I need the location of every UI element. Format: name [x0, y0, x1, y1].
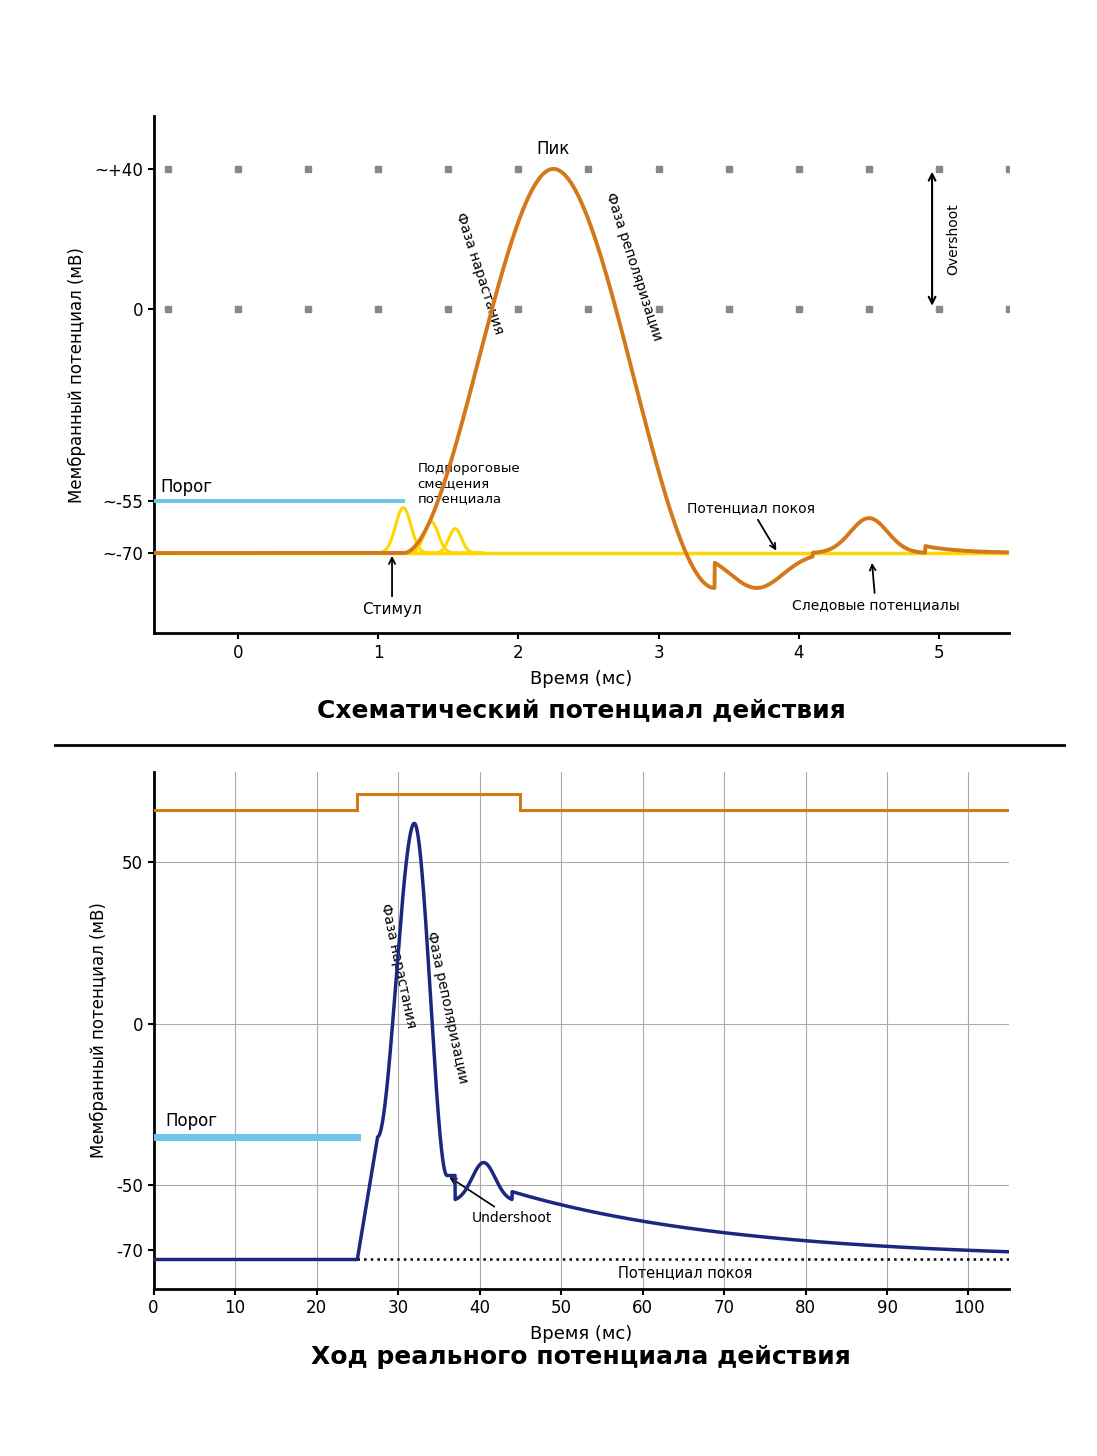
- Text: Потенциал покоя: Потенциал покоя: [687, 501, 815, 549]
- Text: Ход реального потенциала действия: Ход реального потенциала действия: [312, 1345, 851, 1369]
- Text: Фаза нарастания: Фаза нарастания: [453, 211, 506, 336]
- Text: Undershoot: Undershoot: [451, 1178, 552, 1224]
- Text: Фаза реполяризации: Фаза реполяризации: [602, 191, 664, 342]
- Y-axis label: Мембранный потенциал (мВ): Мембранный потенциал (мВ): [68, 248, 86, 502]
- Text: Порог: Порог: [160, 478, 213, 495]
- Text: Подпороговые
смещения
потенциала: Подпороговые смещения потенциала: [417, 462, 520, 505]
- Text: Потенциал покоя: Потенциал покоя: [618, 1265, 753, 1280]
- Text: Overshoot: Overshoot: [946, 202, 960, 275]
- X-axis label: Время (мс): Время (мс): [530, 670, 633, 689]
- Y-axis label: Мембранный потенциал (мВ): Мембранный потенциал (мВ): [90, 903, 108, 1158]
- X-axis label: Время (мс): Время (мс): [530, 1325, 633, 1344]
- Text: Стимул: Стимул: [362, 558, 422, 617]
- Text: Следовые потенциалы: Следовые потенциалы: [792, 565, 960, 613]
- Text: Фаза реполяризации: Фаза реполяризации: [423, 930, 470, 1085]
- Text: Фаза нарастания: Фаза нарастания: [378, 901, 418, 1029]
- Text: Порог: Порог: [166, 1111, 218, 1130]
- Text: Схематический потенциал действия: Схематический потенциал действия: [317, 699, 846, 722]
- Text: Пик: Пик: [536, 140, 570, 159]
